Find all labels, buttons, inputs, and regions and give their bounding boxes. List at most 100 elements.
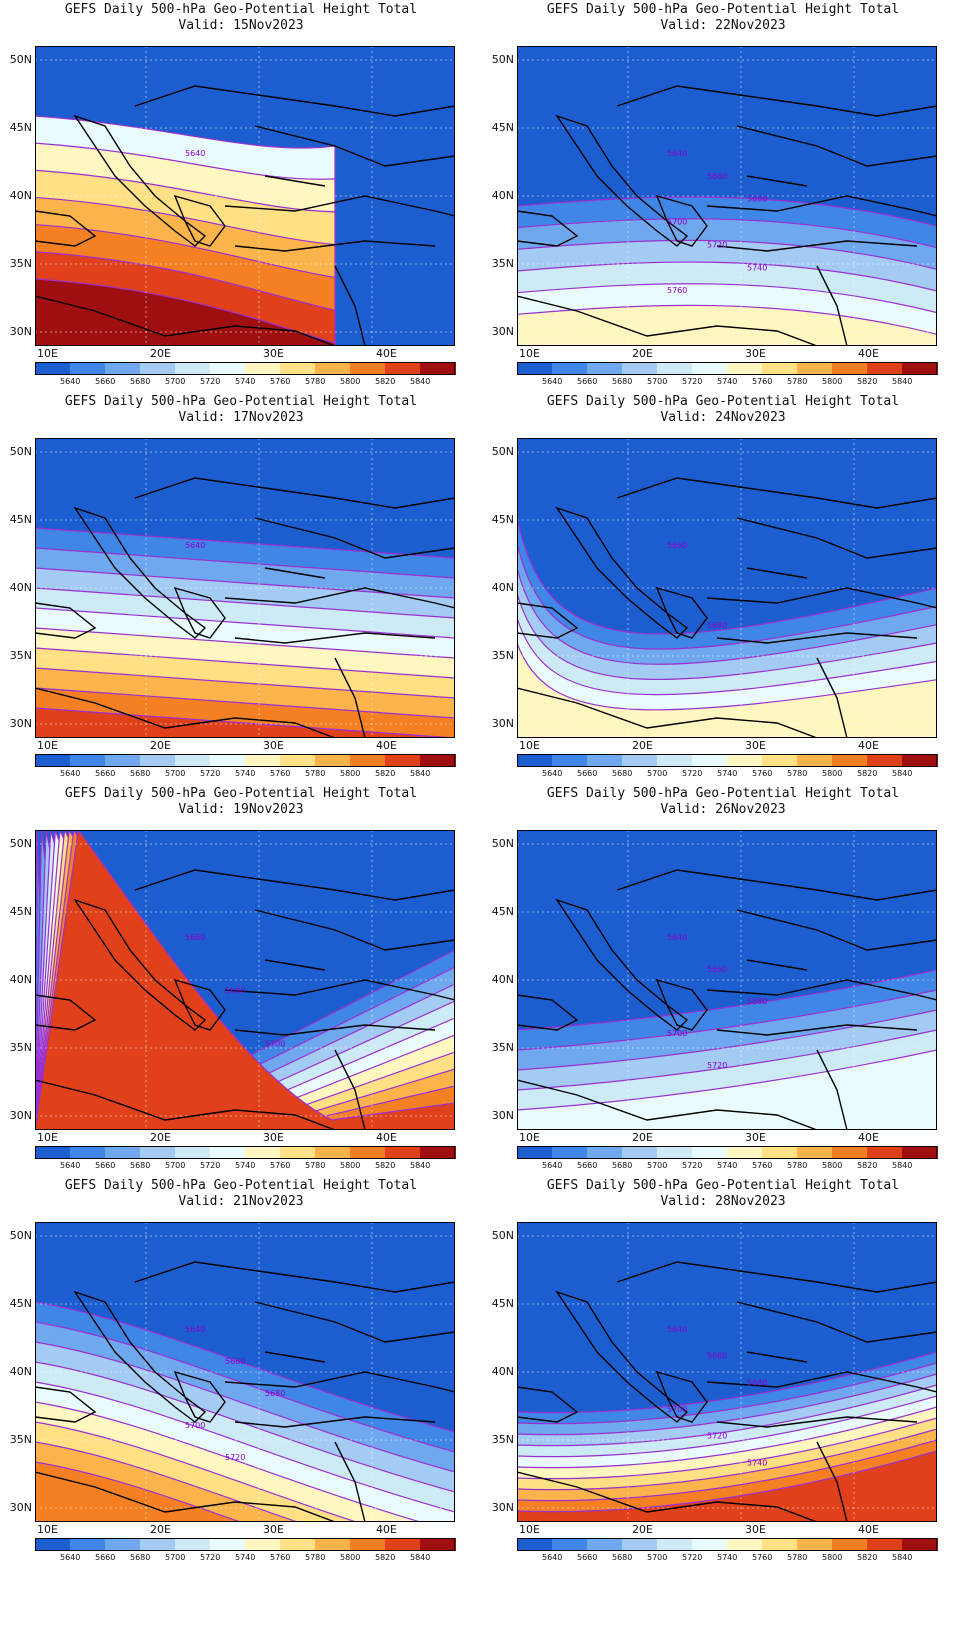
longitude-label: 20E — [632, 739, 653, 752]
colorbar-frame — [517, 362, 937, 375]
map-frame — [517, 46, 937, 346]
latitude-label: 50N — [9, 445, 32, 458]
colorbar-swatch — [105, 1146, 141, 1159]
colorbar-level-label: 5780 — [787, 1553, 808, 1562]
latitude-label: 30N — [9, 1501, 32, 1514]
colorbar-level-label: 5840 — [410, 1161, 431, 1170]
latitude-label: 35N — [491, 1041, 514, 1054]
colorbar-swatch — [902, 754, 938, 767]
contour-map: 5640 5660 5680 5700 5720 5740 5760 — [517, 46, 937, 346]
coastline — [35, 210, 97, 247]
contour-label: 5660 — [707, 965, 727, 974]
latitude-label: 45N — [9, 513, 32, 526]
colorbar-swatch — [175, 1538, 211, 1551]
colorbar-level-label: 5680 — [130, 377, 151, 386]
coastline — [35, 687, 336, 738]
colorbar-swatch — [622, 1146, 658, 1159]
contour-label: 5680 — [747, 195, 767, 204]
contour-label: 5720 — [225, 1453, 245, 1462]
contour-label: 5760 — [667, 286, 687, 295]
colorbar-level-label: 5740 — [717, 1161, 738, 1170]
colorbar-swatch — [210, 1538, 246, 1551]
colorbar-swatch — [280, 362, 316, 375]
colorbar-level-label: 5760 — [270, 377, 291, 386]
colorbar — [517, 1146, 938, 1159]
colorbar-swatch — [315, 362, 351, 375]
colorbar-swatch — [70, 1146, 106, 1159]
colorbar-swatch — [517, 1538, 553, 1551]
colorbar-level-label: 5720 — [200, 1161, 221, 1170]
contour-map: 5640 5660 5680 5700 5720 — [517, 830, 937, 1130]
colorbar — [517, 362, 938, 375]
colorbar-level-label: 5820 — [375, 377, 396, 386]
colorbar-swatch — [350, 1538, 386, 1551]
colorbar-level-label: 5640 — [542, 377, 563, 386]
contour-label: 5700 — [265, 1040, 285, 1049]
colorbar-swatch — [552, 362, 588, 375]
latitude-label: 30N — [491, 717, 514, 730]
coastline — [716, 240, 918, 252]
coastline — [234, 1024, 436, 1036]
contour-label: 5740 — [747, 263, 767, 272]
colorbar-swatch — [140, 754, 176, 767]
longitude-label: 20E — [150, 1131, 171, 1144]
longitude-label: 30E — [745, 1131, 766, 1144]
colorbar-swatch — [832, 1538, 868, 1551]
longitude-label: 20E — [150, 739, 171, 752]
colorbar-level-label: 5640 — [60, 1553, 81, 1562]
colorbar-swatch — [280, 754, 316, 767]
colorbar-swatch — [762, 1146, 798, 1159]
panel-valid-date: Valid: 19Nov2023 — [178, 802, 304, 817]
map-panel: GEFS Daily 500-hPa Geo-Potential Height … — [0, 392, 482, 784]
coastline — [736, 125, 937, 167]
contour-label: 5720 — [707, 240, 727, 249]
contour-band — [35, 1461, 455, 1522]
coastline — [746, 1351, 808, 1363]
colorbar-level-label: 5720 — [682, 769, 703, 778]
colorbar — [35, 362, 456, 375]
colorbar-swatch — [315, 1146, 351, 1159]
longitude-label: 20E — [150, 1523, 171, 1536]
contour-label: 5640 — [185, 1325, 205, 1334]
colorbar-frame — [517, 1146, 937, 1159]
longitude-label: 40E — [376, 739, 397, 752]
colorbar-swatch — [797, 1538, 833, 1551]
colorbar-swatch — [657, 1538, 693, 1551]
colorbar-level-label: 5700 — [647, 1553, 668, 1562]
panel-valid-date: Valid: 17Nov2023 — [178, 410, 304, 425]
colorbar-frame — [517, 1538, 937, 1551]
colorbar-level-label: 5660 — [577, 1553, 598, 1562]
colorbar-level-label: 5740 — [235, 769, 256, 778]
coastline — [746, 175, 808, 187]
map-panel: GEFS Daily 500-hPa Geo-Potential Height … — [0, 0, 482, 392]
coastline — [517, 994, 579, 1031]
colorbar-swatch — [105, 362, 141, 375]
coastline — [517, 210, 579, 247]
panel-title: GEFS Daily 500-hPa Geo-Potential Height … — [64, 394, 418, 409]
contour-band — [517, 1049, 937, 1130]
contour-label: 5740 — [747, 1458, 767, 1467]
colorbar-level-label: 5720 — [682, 377, 703, 386]
colorbar-level-label: 5760 — [752, 377, 773, 386]
latitude-label: 40N — [491, 581, 514, 594]
colorbar-swatch — [587, 1538, 623, 1551]
map-panel: GEFS Daily 500-hPa Geo-Potential Height … — [482, 1176, 964, 1568]
colorbar-swatch — [762, 1538, 798, 1551]
contour-map: 5660 5680 — [517, 438, 937, 738]
colorbar-swatch — [692, 1538, 728, 1551]
coastline — [254, 125, 455, 167]
colorbar-level-label: 5720 — [200, 377, 221, 386]
coastline — [736, 1301, 937, 1343]
map-panel: GEFS Daily 500-hPa Geo-Potential Height … — [482, 392, 964, 784]
colorbar-level-label: 5840 — [892, 1553, 913, 1562]
colorbar-level-label: 5680 — [130, 769, 151, 778]
colorbar-swatch — [210, 1146, 246, 1159]
colorbar-level-label: 5740 — [717, 769, 738, 778]
colorbar-swatch — [622, 362, 658, 375]
map-frame — [35, 1222, 455, 1522]
coastline — [254, 1301, 455, 1343]
contour-label: 5660 — [707, 172, 727, 181]
map-panel: GEFS Daily 500-hPa Geo-Potential Height … — [482, 784, 964, 1176]
coastline — [706, 195, 937, 217]
colorbar-level-label: 5700 — [647, 769, 668, 778]
